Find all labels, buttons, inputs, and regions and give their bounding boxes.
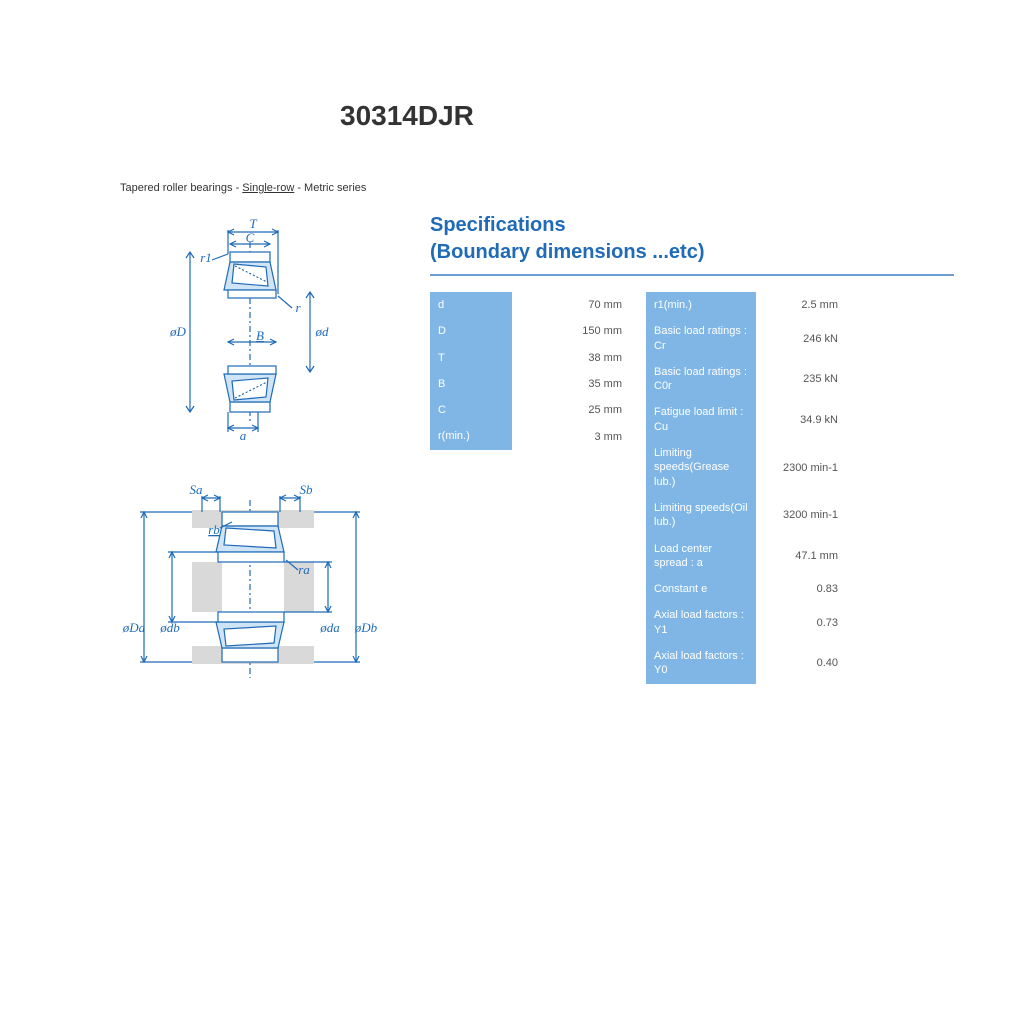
spec-label: r(min.) xyxy=(430,423,512,449)
spec-value: 3 mm xyxy=(512,423,630,449)
spec-label: D xyxy=(430,318,512,344)
spec-label: Axial load factors : Y0 xyxy=(646,643,756,684)
table-row: Constant e0.83 xyxy=(646,576,846,602)
diagram-label-Db: øDb xyxy=(354,620,378,635)
diagram-label-d: ød xyxy=(315,324,330,339)
spec-label: d xyxy=(430,292,512,318)
table-row: r(min.)3 mm xyxy=(430,423,630,449)
spec-value: 47.1 mm xyxy=(756,536,846,577)
spec-value: 0.83 xyxy=(756,576,846,602)
spec-value: 35 mm xyxy=(512,371,630,397)
spec-value: 246 kN xyxy=(756,318,846,359)
spec-value: 2300 min-1 xyxy=(756,440,846,495)
diagram-label-B: B xyxy=(256,328,264,343)
diagram-label-T: T xyxy=(249,216,257,231)
heading-rule xyxy=(430,274,954,276)
table-row: Limiting speeds(Grease lub.)2300 min-1 xyxy=(646,440,846,495)
diagram-label-Sb: Sb xyxy=(300,482,314,497)
spec-heading-line1: Specifications xyxy=(430,212,954,239)
spec-label: Limiting speeds(Grease lub.) xyxy=(646,440,756,495)
spec-heading: Specifications (Boundary dimensions ...e… xyxy=(430,212,954,266)
diagram-label-D: øD xyxy=(169,324,187,339)
table-row: C25 mm xyxy=(430,397,630,423)
spec-value: 38 mm xyxy=(512,345,630,371)
spec-value: 0.40 xyxy=(756,643,846,684)
diagram-label-da: øda xyxy=(319,620,340,635)
spec-label: T xyxy=(430,345,512,371)
breadcrumb: Tapered roller bearings - Single-row - M… xyxy=(120,182,954,194)
spec-label: r1(min.) xyxy=(646,292,756,318)
diagram-label-Da: øDa xyxy=(122,620,146,635)
table-row: T38 mm xyxy=(430,345,630,371)
bearing-cross-section-diagram: øD ød xyxy=(150,212,350,442)
breadcrumb-link[interactable]: Single-row xyxy=(242,182,294,194)
spec-label: Axial load factors : Y1 xyxy=(646,602,756,643)
diagram-label-r: r xyxy=(295,300,301,315)
table-row: d70 mm xyxy=(430,292,630,318)
table-row: Load center spread : a47.1 mm xyxy=(646,536,846,577)
table-row: D150 mm xyxy=(430,318,630,344)
spec-label: Constant e xyxy=(646,576,756,602)
spec-label: Load center spread : a xyxy=(646,536,756,577)
diagram-label-r1: r1 xyxy=(200,250,212,265)
spec-heading-line2: (Boundary dimensions ...etc) xyxy=(430,239,954,266)
table-row: r1(min.)2.5 mm xyxy=(646,292,846,318)
spec-value: 235 kN xyxy=(756,359,846,400)
spec-label: Basic load ratings : Cr xyxy=(646,318,756,359)
spec-table-left: d70 mm D150 mm T38 mm B35 mm C25 mm r(mi… xyxy=(430,292,630,450)
spec-value: 150 mm xyxy=(512,318,630,344)
breadcrumb-pre: Tapered roller bearings - xyxy=(120,182,242,194)
spec-label: Fatigue load limit : Cu xyxy=(646,399,756,440)
spec-value: 70 mm xyxy=(512,292,630,318)
table-row: Basic load ratings : Cr246 kN xyxy=(646,318,846,359)
table-row: Fatigue load limit : Cu34.9 kN xyxy=(646,399,846,440)
spec-table-right: r1(min.)2.5 mm Basic load ratings : Cr24… xyxy=(646,292,846,684)
page-title: 30314DJR xyxy=(340,100,954,132)
table-row: Limiting speeds(Oil lub.)3200 min-1 xyxy=(646,495,846,536)
spec-value: 34.9 kN xyxy=(756,399,846,440)
diagram-label-C: C xyxy=(246,230,255,245)
table-row: Axial load factors : Y00.40 xyxy=(646,643,846,684)
table-row: Basic load ratings : C0r235 kN xyxy=(646,359,846,400)
table-row: B35 mm xyxy=(430,371,630,397)
spec-value: 3200 min-1 xyxy=(756,495,846,536)
spec-label: C xyxy=(430,397,512,423)
spec-value: 0.73 xyxy=(756,602,846,643)
diagram-label-a: a xyxy=(240,428,247,442)
diagram-label-ra: ra xyxy=(298,562,310,577)
breadcrumb-post: - Metric series xyxy=(294,182,366,194)
spec-label: Basic load ratings : C0r xyxy=(646,359,756,400)
diagram-label-rb: rb xyxy=(208,522,220,537)
spec-label: Limiting speeds(Oil lub.) xyxy=(646,495,756,536)
table-row: Axial load factors : Y10.73 xyxy=(646,602,846,643)
bearing-mounting-diagram: Sa Sb rb ra xyxy=(120,482,380,692)
spec-value: 25 mm xyxy=(512,397,630,423)
spec-value: 2.5 mm xyxy=(756,292,846,318)
spec-label: B xyxy=(430,371,512,397)
diagram-label-Sa: Sa xyxy=(190,482,204,497)
